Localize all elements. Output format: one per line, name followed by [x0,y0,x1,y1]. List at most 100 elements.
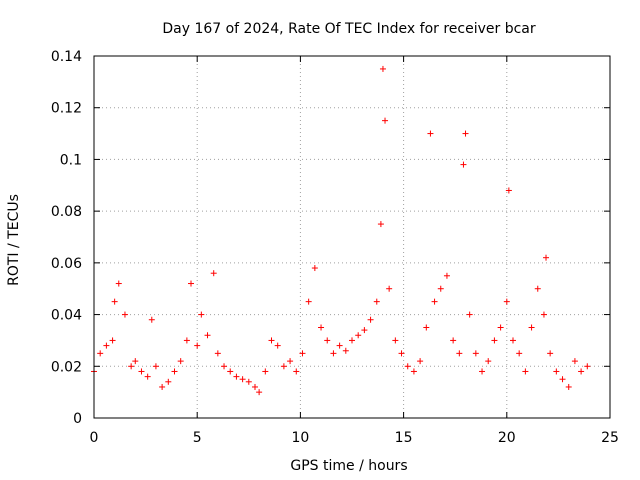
data-point [543,254,550,261]
data-point [431,298,438,305]
y-tick-label: 0.14 [51,49,82,65]
data-point [462,130,469,137]
data-point [121,311,128,318]
data-point [188,280,195,287]
data-point [330,350,337,357]
data-point [377,221,384,228]
data-point [152,363,159,370]
data-point [460,161,467,168]
data-point [111,298,118,305]
data-point [559,376,566,383]
data-point [210,270,217,277]
data-point [177,358,184,365]
x-tick-label: 0 [90,430,99,446]
data-point [183,337,190,344]
data-point [479,368,486,375]
data-point [505,187,512,194]
x-tick-label: 20 [498,430,516,446]
data-point [423,324,430,331]
y-tick-label: 0.12 [51,101,82,117]
data-point [115,280,122,287]
data-point [103,342,110,349]
grid [94,56,610,418]
data-point [233,373,240,380]
y-axis-label: ROTI / TECUs [6,194,22,286]
data-point [540,311,547,318]
y-tick-label: 0.1 [60,152,82,168]
y-tick-label: 0.06 [51,256,82,272]
data-point [245,378,252,385]
data-point [528,324,535,331]
data-point [410,368,417,375]
y-tick-label: 0.04 [51,308,82,324]
chart-title: Day 167 of 2024, Rate Of TEC Index for r… [162,21,536,37]
data-point [311,265,318,272]
data-point [97,350,104,357]
data-point [516,350,523,357]
y-tick-label: 0.08 [51,204,82,220]
data-point [221,363,228,370]
data-point [159,383,166,390]
data-point [437,285,444,292]
x-tick-label: 5 [193,430,202,446]
data-point [427,130,434,137]
x-axis-label: GPS time / hours [290,458,407,474]
data-point [361,327,368,334]
data-point [148,316,155,323]
data-point [553,368,560,375]
data-point [132,358,139,365]
data-point [466,311,473,318]
data-point [287,358,294,365]
data-point [491,337,498,344]
data-point [128,363,135,370]
data-point [204,332,211,339]
data-point [138,368,145,375]
data-point [349,337,355,344]
data-point [503,298,510,305]
data-point [342,347,349,354]
data-point [547,350,554,357]
data-point [165,378,172,385]
data-point [318,324,325,331]
x-tick-label: 25 [601,430,619,446]
data-point [497,324,504,331]
data-point [456,350,463,357]
data-point [144,373,151,380]
data-point [398,350,405,357]
data-point [404,363,411,370]
data-point [109,337,116,344]
data-point [578,368,585,375]
data-point [256,389,263,396]
data-point [324,337,331,344]
data-point [198,311,205,318]
data-point [450,337,457,344]
data-point [392,337,399,344]
data-point [417,358,424,365]
plot-frame [93,55,611,419]
data-point [367,316,374,323]
data-point [565,383,572,390]
data-point [293,368,300,375]
data-point [336,342,343,349]
data-point [386,285,393,292]
data-point [194,342,201,349]
data-point [382,117,389,124]
y-tick-label: 0 [73,411,82,427]
data-point [171,368,178,375]
data-point [509,337,516,344]
y-tick-label: 0.02 [51,359,82,375]
data-point [262,368,269,375]
data-point [472,350,479,357]
data-point [571,358,578,365]
data-points [91,65,591,396]
x-tick-label: 15 [395,430,413,446]
data-point [584,363,591,370]
data-point [274,342,281,349]
data-point [305,298,312,305]
data-point [443,272,450,279]
data-point [299,350,306,357]
data-point [522,368,529,375]
data-point [227,368,234,375]
data-point [251,383,258,390]
